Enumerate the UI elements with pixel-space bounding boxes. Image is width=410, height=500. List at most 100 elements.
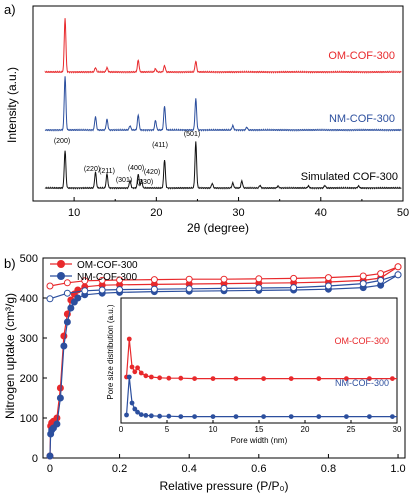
isotherm-point — [74, 294, 82, 302]
pore-point — [367, 414, 372, 419]
inset-x-tick-label: 10 — [209, 425, 218, 434]
pore-point — [157, 413, 163, 419]
isotherm-point — [63, 318, 71, 326]
inset-frame — [120, 297, 398, 424]
pore-point — [344, 376, 349, 381]
isotherm-point — [220, 275, 228, 283]
panel-b-ylabel: Nitrogen uptake (cm³/g) — [3, 293, 17, 419]
isotherm-point — [150, 276, 158, 284]
isotherm-point — [377, 270, 385, 278]
panel-a: a) Intensity (a.u.) 10 20 30 40 50 2θ (d… — [4, 2, 409, 235]
pore-point — [390, 414, 395, 419]
pore-point — [126, 374, 132, 380]
isotherm-point — [185, 285, 193, 293]
pore-point — [316, 414, 322, 419]
x-tick-label: 30 — [232, 207, 244, 219]
panel-a-x-axis: 10 20 30 40 50 — [32, 197, 409, 219]
pore-point — [129, 364, 135, 370]
isotherm-point — [98, 286, 106, 294]
panel-a-xlabel: 2θ (degree) — [187, 221, 249, 235]
pore-point — [261, 376, 266, 381]
isotherm-point — [81, 277, 89, 285]
panel-b-x-axis: 0 0.2 0.4 0.6 0.8 1.0 — [47, 454, 406, 475]
y-tick-label: 200 — [20, 373, 38, 385]
isotherm-point — [56, 394, 64, 402]
isotherm-point — [359, 280, 367, 288]
peak-label: (200) — [54, 138, 70, 145]
pore-point — [143, 373, 149, 379]
xrd-line-2 — [44, 141, 402, 190]
isotherm-point — [324, 274, 332, 282]
legend-marker-nm — [57, 272, 65, 280]
pore-point — [233, 376, 239, 381]
inset-x-tick-label: 15 — [255, 425, 264, 434]
legend-marker-om — [57, 260, 65, 268]
pore-point — [138, 370, 144, 376]
x-tick-label: 0.6 — [251, 463, 266, 475]
pore-point — [126, 336, 132, 342]
isotherm-point — [63, 279, 71, 287]
y-tick-label: 100 — [20, 413, 38, 425]
panel-b-xlabel: Relative pressure (P/P₀) — [159, 479, 288, 493]
pore-point — [261, 414, 266, 419]
panel-a-label: a) — [4, 2, 16, 17]
pore-point — [148, 374, 154, 380]
peak-label: (301) — [116, 177, 132, 184]
isotherm-point — [220, 284, 228, 292]
isotherm-point — [290, 284, 298, 292]
panel-b: b) Nitrogen uptake (cm³/g) 0 100 200 300… — [3, 253, 406, 493]
series-label-nm: NM-COF-300 — [329, 113, 395, 125]
peak-labels: (200) (220) (211) (301) (400) (330) (420… — [54, 131, 200, 186]
isotherm-point — [255, 275, 263, 283]
pore-point — [132, 369, 138, 375]
isotherm-point — [63, 289, 71, 297]
pore-point — [124, 412, 129, 418]
x-tick-label: 10 — [68, 207, 80, 219]
panel-a-frame — [32, 5, 404, 202]
panel-b-frame — [42, 257, 406, 459]
peak-label: (400) — [128, 165, 144, 172]
pore-point — [288, 414, 294, 419]
isotherm-point — [290, 274, 298, 282]
isotherm-point — [394, 263, 402, 271]
xrd-line-0 — [44, 18, 402, 74]
isotherm-point — [255, 284, 263, 292]
pore-point — [390, 376, 395, 381]
inset-x-tick-label: 20 — [301, 425, 310, 434]
peak-label: (501) — [184, 131, 200, 138]
x-tick-label: 40 — [315, 207, 327, 219]
xrd-line-1 — [44, 76, 402, 132]
isotherm-point — [67, 304, 75, 312]
pore-point — [143, 413, 149, 418]
isotherm-point — [150, 285, 158, 293]
peak-label: (420) — [144, 169, 160, 176]
legend-label-om: OM-COF-300 — [77, 260, 138, 271]
inset-label-om: OM-COF-300 — [334, 336, 389, 346]
pore-point — [367, 376, 372, 381]
y-tick-label: 0 — [32, 453, 38, 465]
inset-x-axis: 0 5 10 15 20 25 30 — [119, 420, 402, 434]
isotherm-point — [116, 286, 124, 294]
pore-point — [178, 414, 184, 419]
isotherm-point — [60, 342, 68, 350]
isotherm-point — [324, 282, 332, 290]
isotherm-point — [377, 276, 385, 284]
series-label-om: OM-COF-300 — [328, 50, 395, 62]
isotherm-point — [46, 295, 54, 303]
peak-label: (330) — [137, 179, 153, 186]
isotherm-point — [394, 271, 402, 279]
panel-b-label: b) — [4, 256, 16, 271]
isotherm-point — [46, 282, 54, 290]
pore-point — [344, 414, 349, 419]
pore-point — [135, 365, 140, 371]
pore-point — [135, 409, 140, 415]
inset-label-nm: NM-COF-300 — [335, 378, 389, 388]
x-tick-label: 50 — [397, 207, 409, 219]
panel-b-y-axis: 0 100 200 300 400 500 — [20, 253, 47, 465]
pore-point — [210, 376, 216, 381]
legend: OM-COF-300 NM-COF-300 — [50, 260, 138, 283]
isotherm-point — [46, 452, 54, 460]
inset-x-tick-label: 25 — [347, 425, 356, 434]
inset: Pore size distribution (a.u.) 0 5 10 15 … — [106, 297, 402, 445]
